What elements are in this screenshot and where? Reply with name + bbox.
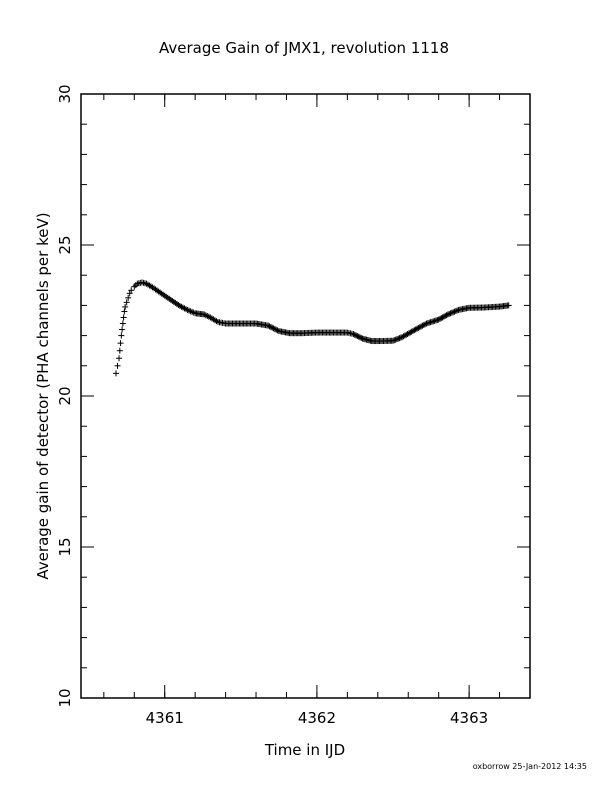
data-point xyxy=(454,307,461,314)
data-point xyxy=(443,312,450,319)
data-point xyxy=(351,331,358,338)
data-point xyxy=(450,309,457,316)
data-point xyxy=(118,332,125,339)
data-point xyxy=(354,333,361,340)
data-point xyxy=(452,308,459,315)
data-point xyxy=(396,335,403,342)
data-point xyxy=(444,311,451,318)
data-point xyxy=(420,321,427,328)
data-point xyxy=(269,324,276,331)
data-point xyxy=(128,287,135,294)
data-point xyxy=(440,313,447,320)
data-point xyxy=(126,290,133,297)
data-point xyxy=(131,283,138,290)
x-tick-label: 4363 xyxy=(450,709,488,727)
data-point xyxy=(416,324,423,331)
data-point xyxy=(114,362,121,369)
y-tick-label: 30 xyxy=(56,84,74,103)
axis-tick-labels: 4361 4362 4363 10 15 20 25 30 xyxy=(56,84,488,727)
data-point xyxy=(350,331,357,338)
y-tick-label: 15 xyxy=(56,537,74,556)
data-point xyxy=(415,324,422,331)
plot-frame xyxy=(80,93,531,699)
x-tick-label: 4362 xyxy=(298,709,336,727)
footer-timestamp: oxborrow 25-Jan-2012 14:35 xyxy=(473,762,587,771)
data-point xyxy=(418,323,425,330)
data-point xyxy=(439,314,446,321)
data-point xyxy=(391,337,398,344)
data-point xyxy=(113,370,120,377)
y-tick-label: 25 xyxy=(56,235,74,254)
data-point xyxy=(393,336,400,343)
data-point xyxy=(117,340,124,347)
chart-title: Average Gain of JMX1, revolution 1118 xyxy=(159,39,449,57)
data-point xyxy=(448,309,455,316)
data-point xyxy=(267,323,274,330)
data-point xyxy=(121,308,128,315)
data-point xyxy=(414,325,421,332)
data-point xyxy=(422,321,429,328)
data-point xyxy=(265,322,272,329)
data-point xyxy=(395,335,402,342)
data-point xyxy=(355,333,362,340)
data-point xyxy=(266,323,273,330)
data-point xyxy=(435,316,442,323)
data-point xyxy=(353,332,360,339)
x-tick-label: 4361 xyxy=(146,709,184,727)
data-point xyxy=(356,334,363,341)
data-point xyxy=(436,315,443,322)
data-point xyxy=(271,326,278,333)
data-point xyxy=(447,310,454,317)
x-axis-label: Time in IJD xyxy=(264,741,345,759)
y-axis-label: Average gain of detector (PHA channels p… xyxy=(34,212,52,579)
data-point xyxy=(438,315,445,322)
data-point xyxy=(358,334,365,341)
data-point xyxy=(273,326,280,333)
data-point xyxy=(116,355,123,362)
data-point xyxy=(119,320,126,327)
data-point xyxy=(122,303,129,310)
data-point xyxy=(270,325,277,332)
data-point xyxy=(392,336,399,343)
data-point xyxy=(451,308,458,315)
data-point xyxy=(274,327,281,334)
data-point xyxy=(125,294,132,301)
data-point xyxy=(123,299,130,306)
data-point xyxy=(397,334,404,341)
data-point xyxy=(120,314,127,321)
data-point xyxy=(505,302,512,309)
data-point xyxy=(119,326,126,333)
y-tick-label: 20 xyxy=(56,386,74,405)
data-point xyxy=(446,310,453,317)
data-point xyxy=(412,326,419,333)
data-series xyxy=(113,279,512,377)
data-point xyxy=(411,327,418,334)
axis-ticks xyxy=(81,93,531,699)
data-point xyxy=(419,322,426,329)
data-point xyxy=(390,337,397,344)
data-point xyxy=(116,347,123,354)
y-tick-label: 10 xyxy=(56,688,74,707)
data-point xyxy=(442,312,449,319)
